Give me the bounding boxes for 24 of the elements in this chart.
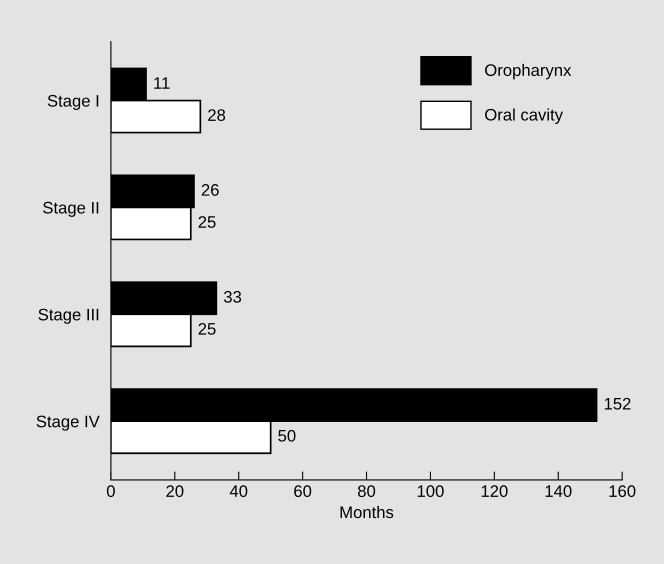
data-label: 11 (154, 77, 170, 89)
x-tick-label: 140 (546, 485, 572, 498)
data-label: 26 (202, 184, 219, 196)
x-tick-label: 160 (610, 485, 636, 498)
x-axis-title: Months (340, 506, 394, 518)
x-tick-label: 80 (358, 485, 376, 498)
data-label: 28 (208, 109, 226, 122)
y-tick-label: Stage IV (36, 416, 100, 431)
x-tick-label: 40 (230, 485, 248, 498)
data-label: 25 (198, 216, 216, 228)
y-tick-label: Stage II (43, 202, 98, 217)
legend-label: Oral cavity (485, 108, 563, 124)
legend-label: Oropharynx (485, 64, 572, 80)
data-label: 25 (198, 322, 216, 335)
y-tick-label: Stage I (48, 94, 98, 110)
data-label: 152 (604, 398, 631, 410)
x-tick-label: 0 (106, 485, 115, 498)
x-tick-label: 100 (418, 485, 444, 498)
x-tick-label: 20 (166, 485, 184, 498)
data-label: 50 (278, 430, 296, 442)
x-tick-label: 120 (482, 485, 508, 498)
y-tick-label: Stage III (38, 308, 98, 324)
x-tick-label: 60 (294, 485, 312, 498)
data-label: 33 (224, 290, 242, 303)
